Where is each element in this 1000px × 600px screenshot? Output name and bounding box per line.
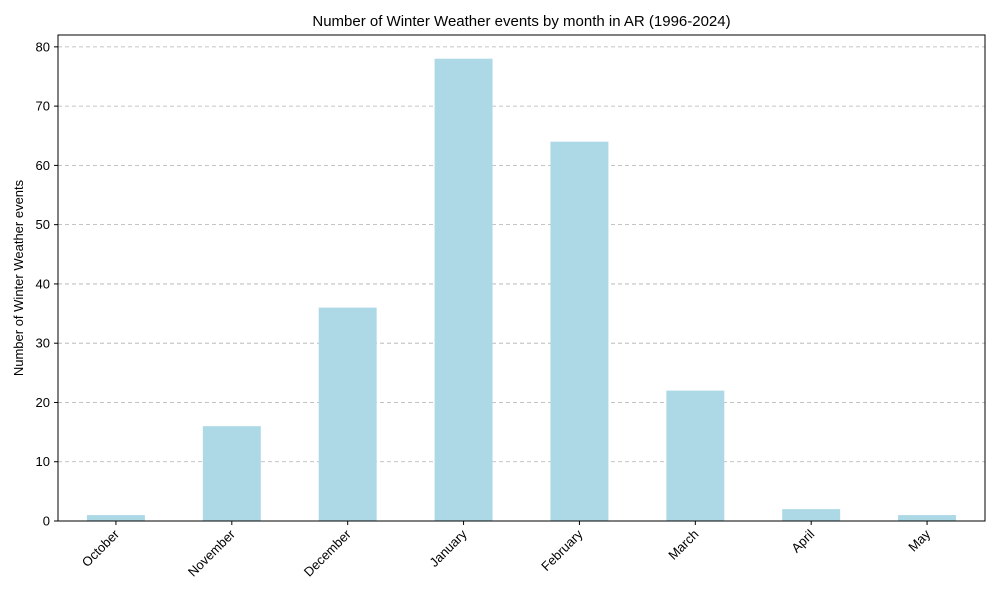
bar-october: [86, 515, 145, 521]
x-axis: October November December January February Ma…: [79, 521, 934, 580]
y-tick-label: 40: [36, 276, 50, 291]
y-tick-label: 70: [36, 99, 50, 114]
y-tick-label: 80: [36, 39, 50, 54]
gridlines: [58, 46, 985, 522]
chart-title: Number of Winter Weather events by month…: [312, 13, 730, 30]
y-tick-label: 50: [36, 217, 50, 232]
y-tick-label: 30: [36, 336, 50, 351]
bar-december: [318, 307, 377, 521]
x-tick-label: April: [788, 526, 817, 555]
bar-may: [898, 515, 957, 521]
y-tick-label: 10: [36, 454, 50, 469]
bar-january: [434, 58, 493, 522]
x-tick-label: December: [301, 526, 354, 579]
y-axis-label: Number of Winter Weather events: [11, 179, 26, 376]
plot-frame: [57, 34, 986, 522]
bar-march: [666, 390, 725, 521]
x-tick-label: May: [905, 526, 933, 554]
y-axis: 0 10 20 30 40 50 60 70 80: [36, 39, 58, 529]
y-tick-label: 0: [43, 514, 50, 529]
x-tick-label: October: [79, 526, 123, 570]
x-tick-label: January: [426, 526, 470, 570]
x-tick-label: November: [185, 526, 238, 579]
bar-february: [550, 141, 609, 521]
x-tick-label: March: [665, 527, 701, 563]
y-tick-label: 20: [36, 395, 50, 410]
bars: [86, 58, 957, 522]
x-tick-label: February: [538, 526, 586, 574]
bar-november: [202, 426, 261, 521]
y-tick-label: 60: [36, 158, 50, 173]
bar-april: [782, 509, 841, 521]
